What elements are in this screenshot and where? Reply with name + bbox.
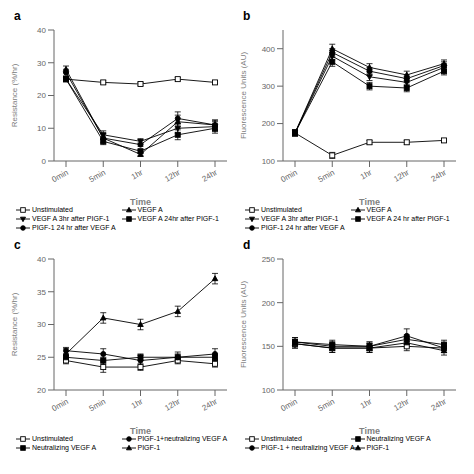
svg-text:400: 400 <box>262 45 276 54</box>
svg-text:24hr: 24hr <box>200 397 219 413</box>
svg-text:20: 20 <box>37 386 46 395</box>
svg-text:5min: 5min <box>88 397 108 413</box>
html-text:PIGF-1 24 hr after VEGF A: PIGF-1 24 hr after VEGF A <box>261 224 345 231</box>
html-text:Unstimulated: Unstimulated <box>32 206 73 213</box>
html-text:PIGF-1: PIGF-1 <box>137 444 161 451</box>
svg-text:200: 200 <box>262 119 276 128</box>
svg-text:30: 30 <box>37 59 46 68</box>
svg-text:25: 25 <box>37 353 46 362</box>
svg-text:1hr: 1hr <box>359 168 374 182</box>
svg-text:0min: 0min <box>279 397 299 413</box>
svg-text:24hr: 24hr <box>429 397 448 413</box>
svg-text:150: 150 <box>262 342 276 351</box>
html-text:VEGF A 24 hr after PIGF-1: VEGF A 24 hr after PIGF-1 <box>366 215 450 222</box>
svg-text:1hr: 1hr <box>130 168 145 182</box>
svg-text:12hr: 12hr <box>163 168 182 184</box>
html-text:Unstimulated: Unstimulated <box>261 435 302 442</box>
html-text:b: b <box>243 9 251 23</box>
html-text:c: c <box>14 238 21 252</box>
html-text:a: a <box>14 9 21 23</box>
svg-text:1hr: 1hr <box>359 397 374 411</box>
svg-text:Time: Time <box>130 197 151 207</box>
html-text:Neutralizing VEGF A: Neutralizing VEGF A <box>32 444 97 451</box>
svg-text:Fluorescence Units (AU): Fluorescence Units (AU) <box>239 281 248 368</box>
svg-text:40: 40 <box>37 255 46 264</box>
html-text:VEGF A: VEGF A <box>366 206 392 213</box>
svg-text:1hr: 1hr <box>130 397 145 411</box>
svg-text:5min: 5min <box>88 168 108 184</box>
svg-text:200: 200 <box>262 299 276 308</box>
svg-text:0min: 0min <box>50 397 70 413</box>
svg-text:12hr: 12hr <box>392 168 411 184</box>
html-text:Unstimulated: Unstimulated <box>32 435 73 442</box>
svg-text:40: 40 <box>37 26 46 35</box>
svg-text:Time: Time <box>359 197 380 207</box>
svg-text:10: 10 <box>37 124 46 133</box>
html-text:PIGF-1 + neutralizing VEGF A: PIGF-1 + neutralizing VEGF A <box>261 444 355 451</box>
svg-text:Fluorescence Units (AU): Fluorescence Units (AU) <box>239 52 248 139</box>
html-text:PIGF-1+neutralizing VEGF A: PIGF-1+neutralizing VEGF A <box>137 435 228 442</box>
svg-text:20: 20 <box>37 91 46 100</box>
svg-text:300: 300 <box>262 82 276 91</box>
html-text:VEGF A 3hr after PIGF-1: VEGF A 3hr after PIGF-1 <box>32 215 110 222</box>
svg-text:100: 100 <box>262 386 276 395</box>
html-text:d: d <box>243 238 251 252</box>
html-text:Neutralizing VEGF A: Neutralizing VEGF A <box>366 435 431 442</box>
svg-text:5min: 5min <box>317 397 337 413</box>
svg-text:24hr: 24hr <box>200 168 219 184</box>
html-text:Unstimulated: Unstimulated <box>261 206 302 213</box>
svg-text:100: 100 <box>262 157 276 166</box>
svg-text:250: 250 <box>262 255 276 264</box>
html-text:VEGF A 24hr after PIGF-1: VEGF A 24hr after PIGF-1 <box>137 215 219 222</box>
svg-text:35: 35 <box>37 288 46 297</box>
svg-text:Resistance (%/hr): Resistance (%/hr) <box>10 63 19 127</box>
svg-text:0min: 0min <box>50 168 70 184</box>
svg-text:0: 0 <box>42 157 47 166</box>
html-text:VEGF A: VEGF A <box>137 206 163 213</box>
svg-text:12hr: 12hr <box>392 397 411 413</box>
html-text:PIGF-1 24 hr after VEGF A: PIGF-1 24 hr after VEGF A <box>32 224 116 231</box>
svg-text:5min: 5min <box>317 168 337 184</box>
svg-text:30: 30 <box>37 320 46 329</box>
html-text:PIGF-1: PIGF-1 <box>366 444 390 451</box>
svg-text:0min: 0min <box>279 168 299 184</box>
svg-text:24hr: 24hr <box>429 168 448 184</box>
svg-text:12hr: 12hr <box>163 397 182 413</box>
svg-text:Time: Time <box>359 426 380 436</box>
html-text:VEGF A 3hr after PIGF-1: VEGF A 3hr after PIGF-1 <box>261 215 339 222</box>
svg-text:Resistance (%/hr): Resistance (%/hr) <box>10 292 19 356</box>
svg-text:Time: Time <box>130 426 151 436</box>
